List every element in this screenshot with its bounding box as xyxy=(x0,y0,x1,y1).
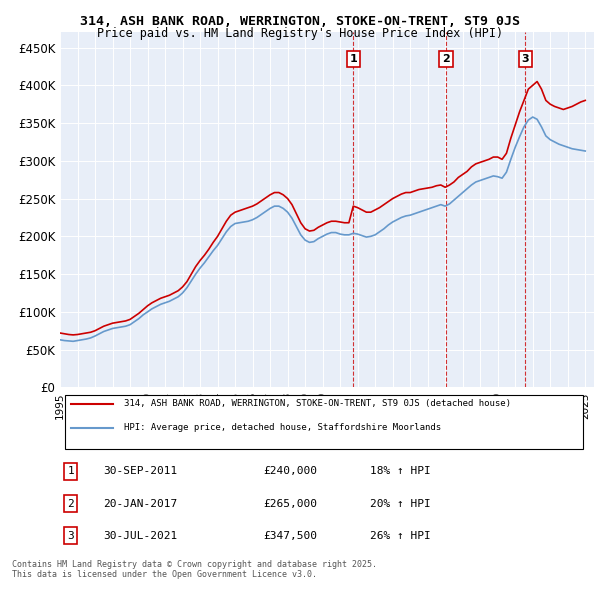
Text: 314, ASH BANK ROAD, WERRINGTON, STOKE-ON-TRENT, ST9 0JS: 314, ASH BANK ROAD, WERRINGTON, STOKE-ON… xyxy=(80,15,520,28)
Text: £240,000: £240,000 xyxy=(263,466,317,476)
Text: 3: 3 xyxy=(521,54,529,64)
Text: 26% ↑ HPI: 26% ↑ HPI xyxy=(370,531,430,541)
Text: £265,000: £265,000 xyxy=(263,499,317,509)
Text: 3: 3 xyxy=(67,531,74,541)
Text: 1: 1 xyxy=(349,54,357,64)
Text: £347,500: £347,500 xyxy=(263,531,317,541)
Text: 2: 2 xyxy=(67,499,74,509)
Text: 1: 1 xyxy=(67,466,74,476)
Text: Contains HM Land Registry data © Crown copyright and database right 2025.
This d: Contains HM Land Registry data © Crown c… xyxy=(12,560,377,579)
FancyBboxPatch shape xyxy=(65,395,583,448)
Text: 18% ↑ HPI: 18% ↑ HPI xyxy=(370,466,430,476)
Text: 20-JAN-2017: 20-JAN-2017 xyxy=(103,499,177,509)
Text: 2: 2 xyxy=(442,54,450,64)
Text: Price paid vs. HM Land Registry's House Price Index (HPI): Price paid vs. HM Land Registry's House … xyxy=(97,27,503,40)
Text: 20% ↑ HPI: 20% ↑ HPI xyxy=(370,499,430,509)
Text: HPI: Average price, detached house, Staffordshire Moorlands: HPI: Average price, detached house, Staf… xyxy=(124,423,441,432)
Text: 30-JUL-2021: 30-JUL-2021 xyxy=(103,531,177,541)
Text: 314, ASH BANK ROAD, WERRINGTON, STOKE-ON-TRENT, ST9 0JS (detached house): 314, ASH BANK ROAD, WERRINGTON, STOKE-ON… xyxy=(124,399,511,408)
Text: 30-SEP-2011: 30-SEP-2011 xyxy=(103,466,177,476)
